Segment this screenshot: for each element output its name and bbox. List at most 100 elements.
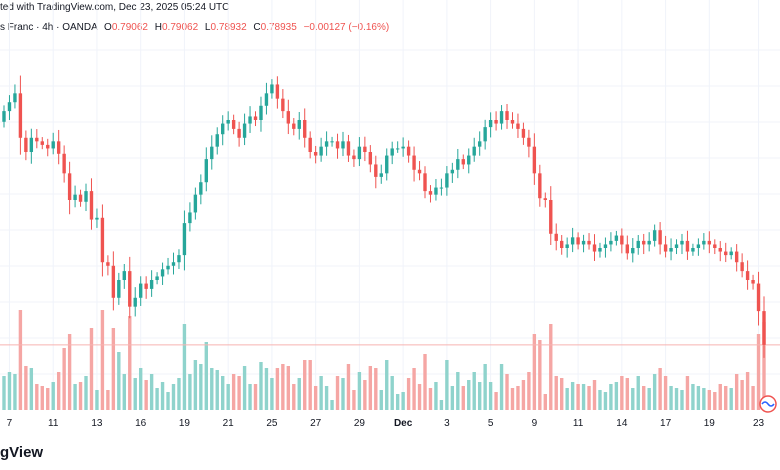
candle-body — [718, 248, 722, 252]
x-tick-label: 21 — [223, 418, 235, 429]
volume-bar — [73, 384, 77, 410]
candle-body — [472, 146, 476, 156]
x-tick-label: 25 — [266, 418, 278, 429]
volume-bar — [729, 388, 733, 410]
volume-bar — [603, 392, 608, 410]
candle-body — [488, 120, 493, 128]
candle-body — [308, 137, 312, 152]
open-value: 0.79062 — [111, 22, 148, 33]
candle-body — [324, 141, 329, 147]
x-tick-label: 7 — [7, 418, 13, 429]
volume-bar — [494, 392, 498, 410]
volume-bar — [439, 400, 444, 410]
candle-body — [620, 235, 624, 245]
candle-body — [193, 194, 198, 213]
candle-body — [543, 198, 547, 200]
candle-body — [341, 141, 345, 149]
volume-bar — [2, 376, 6, 410]
x-tick-label: 11 — [48, 418, 59, 429]
volume-bar — [40, 386, 44, 410]
volume-bar — [62, 348, 66, 410]
candle-body — [122, 271, 126, 280]
volume-bar — [423, 354, 427, 410]
candle-body — [549, 200, 553, 234]
volume-bar — [188, 374, 192, 410]
candle-body — [439, 187, 444, 189]
brand-wordmark: gView — [0, 444, 44, 461]
candle-body — [691, 248, 695, 252]
volume-bar — [133, 378, 137, 410]
volume-bar — [658, 368, 662, 410]
volume-bar — [352, 390, 356, 410]
candle-body — [133, 297, 137, 307]
volume-bar — [620, 376, 624, 410]
volume-bar — [406, 378, 411, 410]
volume-bar — [51, 382, 55, 410]
candle-body — [128, 271, 132, 307]
candle-body — [685, 240, 690, 252]
candle-body — [527, 137, 531, 147]
candle-body — [84, 191, 88, 202]
candle-body — [658, 230, 662, 245]
x-tick-label: 23 — [753, 418, 765, 429]
candle-body — [636, 240, 640, 248]
volume-bar — [434, 382, 438, 410]
candle-body — [149, 280, 154, 289]
volume-bar — [193, 360, 198, 410]
volume-bar — [745, 372, 750, 410]
candle-body — [592, 244, 597, 252]
candle-body — [210, 146, 214, 160]
volume-bar — [177, 378, 181, 410]
candle-body — [445, 173, 449, 188]
candle-body — [467, 155, 471, 165]
volume-bar — [303, 360, 307, 410]
volume-bar — [538, 340, 542, 410]
volume-bar — [111, 328, 116, 410]
volume-bar — [395, 394, 400, 410]
volume-bar — [581, 384, 586, 410]
candle-body — [106, 262, 110, 266]
volume-bar — [253, 384, 258, 410]
candle-body — [614, 235, 619, 241]
candle-body — [89, 191, 94, 220]
candle-body — [56, 141, 61, 154]
candle-body — [395, 148, 400, 150]
candle-body — [281, 98, 285, 112]
volume-bar — [210, 368, 214, 410]
volume-bar — [297, 378, 301, 410]
candle-body — [297, 120, 301, 129]
volume-bar — [226, 384, 230, 410]
volume-bar — [472, 372, 476, 410]
candle-body — [303, 120, 307, 138]
candle-body — [652, 230, 657, 241]
candle-body — [707, 240, 712, 245]
candle-body — [625, 244, 630, 254]
candle-body — [499, 111, 504, 124]
volume-bar — [46, 388, 50, 410]
volume-bar — [456, 372, 460, 410]
volume-bar — [724, 386, 728, 410]
candle-body — [46, 144, 50, 149]
volume-bar — [461, 386, 465, 410]
candle-body — [29, 137, 34, 152]
volume-bar — [467, 380, 471, 410]
volume-bar — [335, 376, 340, 410]
high-value: 0.79062 — [161, 22, 199, 33]
volume-bar — [221, 376, 225, 410]
volume-bar — [319, 376, 323, 410]
volume-bar — [275, 368, 280, 410]
candle-body — [117, 280, 121, 298]
volume-bar — [281, 364, 285, 410]
volume-bar — [286, 366, 291, 410]
volume-bar — [570, 382, 575, 410]
volume-bar — [521, 380, 526, 410]
candle-body — [160, 269, 165, 277]
candle-body — [275, 84, 280, 99]
volume-bar — [576, 384, 580, 410]
candle-body — [95, 217, 99, 220]
volume-bar — [647, 388, 651, 410]
candle-body — [221, 123, 225, 135]
volume-bar — [144, 380, 148, 410]
candle-body — [428, 191, 433, 195]
